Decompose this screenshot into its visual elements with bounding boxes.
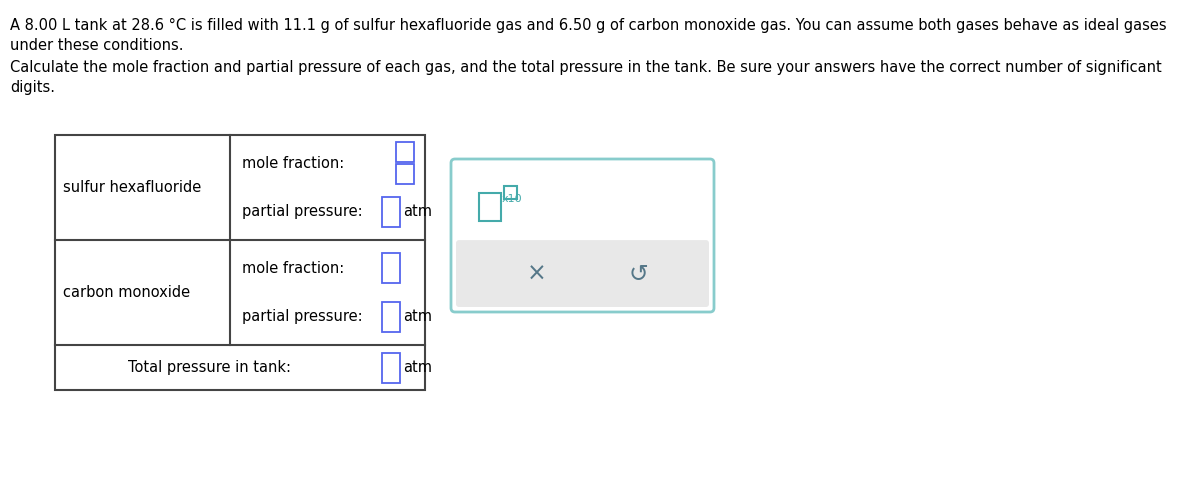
Text: ↺: ↺ [629, 261, 648, 285]
Text: digits.: digits. [10, 80, 55, 95]
Text: atm: atm [403, 204, 432, 219]
Text: atm: atm [403, 360, 432, 375]
Bar [382, 197, 400, 227]
Text: partial pressure:: partial pressure: [242, 204, 362, 219]
Text: mole fraction:: mole fraction: [242, 261, 344, 276]
Text: partial pressure:: partial pressure: [242, 309, 362, 324]
Text: mole fraction:: mole fraction: [242, 156, 344, 171]
Text: carbon monoxide: carbon monoxide [64, 285, 190, 300]
Bar [55, 135, 425, 390]
Text: Calculate the mole fraction and partial pressure of each gas, and the total pres: Calculate the mole fraction and partial … [10, 60, 1162, 75]
Text: under these conditions.: under these conditions. [10, 38, 184, 53]
Text: A 8.00 L tank at 28.6 °C is filled with 11.1 g of sulfur hexafluoride gas and 6.: A 8.00 L tank at 28.6 °C is filled with … [10, 18, 1166, 33]
Text: ×: × [527, 261, 546, 285]
Bar [396, 142, 414, 162]
Bar [396, 164, 414, 184]
Bar [382, 302, 400, 332]
Text: x10: x10 [502, 194, 523, 204]
Bar [504, 186, 516, 199]
Bar [479, 193, 502, 221]
Bar [382, 253, 400, 283]
Bar [382, 353, 400, 382]
Text: sulfur hexafluoride: sulfur hexafluoride [64, 180, 202, 195]
FancyBboxPatch shape [456, 240, 709, 307]
Text: atm: atm [403, 309, 432, 324]
Text: Total pressure in tank:: Total pressure in tank: [128, 360, 292, 375]
FancyBboxPatch shape [451, 159, 714, 312]
